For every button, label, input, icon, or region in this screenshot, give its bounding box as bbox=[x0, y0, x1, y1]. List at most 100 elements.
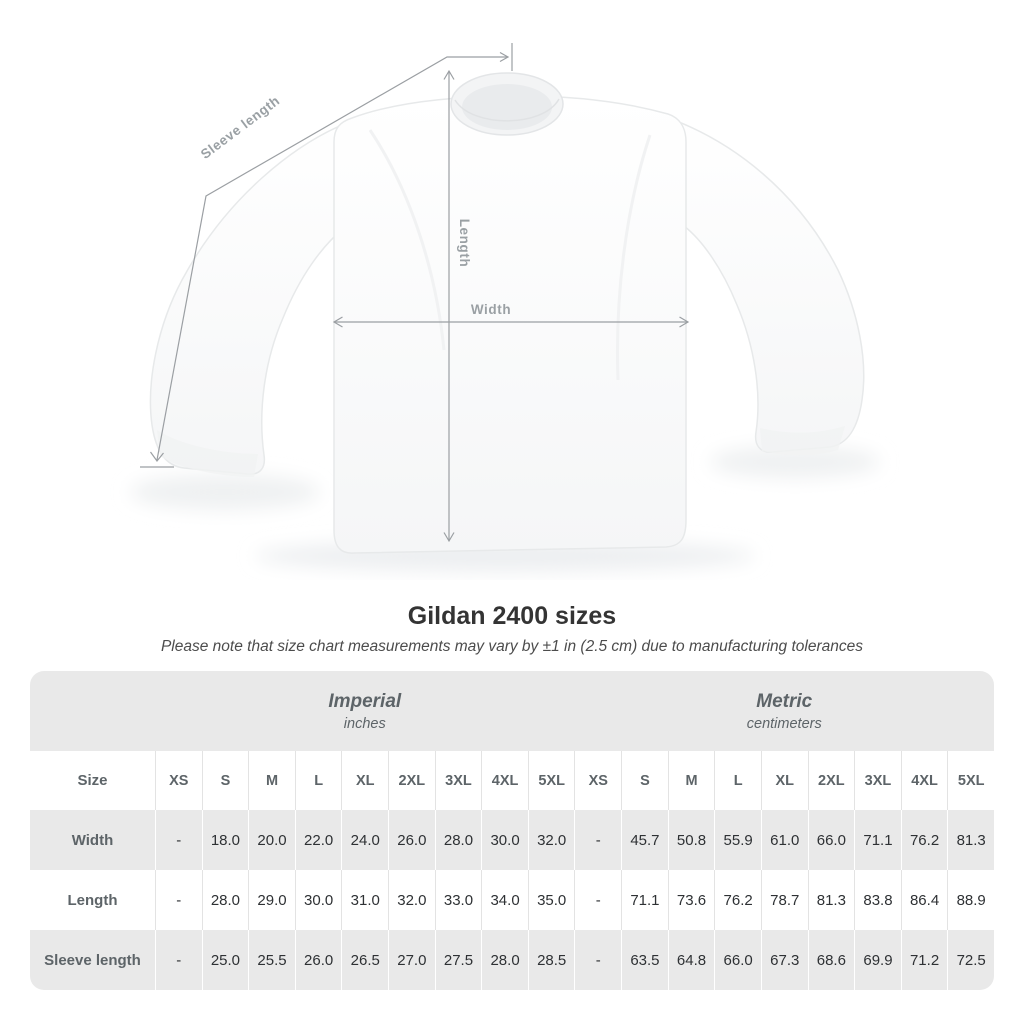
fold-line bbox=[368, 129, 446, 351]
width-annotation: Width bbox=[471, 302, 511, 317]
metric-value: - bbox=[574, 810, 621, 870]
imperial-value: 24.0 bbox=[341, 810, 388, 870]
size-col-header-metric: XL bbox=[760, 751, 808, 810]
imperial-value: 26.0 bbox=[294, 930, 342, 990]
right-sleeve bbox=[658, 113, 865, 453]
row-label: Length bbox=[67, 891, 118, 909]
page-title: Gildan 2400 sizes bbox=[407, 602, 617, 630]
metric-value: 83.8 bbox=[854, 870, 901, 930]
size-header-row: Size XS S M L XL 2XL 3XL 4XL 5XL XS S M L XL 2XL 3XL 4XL 5… bbox=[30, 751, 994, 810]
measurement-row-sleeve-length: Sleeve length -25.0 25.5 26.0 26.5 27.0 27.5 28… bbox=[30, 930, 994, 990]
unit-group-header-row: Imperial inches Metric centimeters bbox=[30, 671, 994, 751]
metric-value: 55.9 bbox=[714, 810, 761, 870]
metric-value: - bbox=[574, 930, 621, 990]
imperial-value: 33.0 bbox=[434, 870, 482, 930]
imperial-value: 28.5 bbox=[527, 930, 575, 990]
left-sleeve bbox=[149, 116, 362, 475]
metric-value: 63.5 bbox=[621, 930, 668, 990]
size-col-header-imperial: XL bbox=[341, 751, 388, 810]
metric-value: 78.7 bbox=[760, 870, 808, 930]
imperial-value: 28.0 bbox=[481, 930, 528, 990]
row-label: Width bbox=[71, 831, 114, 849]
right-cuff bbox=[760, 426, 845, 456]
imperial-value: 32.0 bbox=[527, 810, 575, 870]
metric-value: 68.6 bbox=[807, 930, 855, 990]
shirt-measurement-diagram: Sleeve length Length Width bbox=[130, 43, 880, 572]
size-col-header-imperial: S bbox=[201, 751, 249, 810]
metric-value: 45.7 bbox=[621, 810, 668, 870]
shirt-body bbox=[333, 95, 687, 554]
size-col-header-metric: 4XL bbox=[900, 751, 948, 810]
imperial-group-subtitle: inches bbox=[343, 715, 386, 732]
left-cuff bbox=[157, 430, 258, 477]
imperial-value: 35.0 bbox=[527, 870, 575, 930]
imperial-value: 28.0 bbox=[201, 870, 249, 930]
metric-value: 66.0 bbox=[714, 930, 761, 990]
imperial-value: 26.5 bbox=[341, 930, 388, 990]
sleeve-length-annotation: Sleeve length bbox=[198, 93, 283, 162]
imperial-value: - bbox=[155, 870, 202, 930]
metric-value: 67.3 bbox=[760, 930, 808, 990]
measurement-lines bbox=[140, 43, 690, 543]
measurement-row-length: Length -28.0 29.0 30.0 31.0 32.0 33.0 34.0 35.0-… bbox=[30, 870, 994, 930]
metric-value: 61.0 bbox=[760, 810, 808, 870]
size-col-header-imperial: M bbox=[248, 751, 295, 810]
metric-value: 81.3 bbox=[807, 870, 855, 930]
imperial-value: 22.0 bbox=[294, 810, 342, 870]
imperial-value: - bbox=[155, 810, 202, 870]
imperial-value: 31.0 bbox=[341, 870, 388, 930]
unit-group-corner bbox=[30, 671, 155, 751]
metric-value: 88.9 bbox=[947, 870, 994, 930]
metric-value: 71.1 bbox=[621, 870, 668, 930]
size-col-header-metric: M bbox=[667, 751, 715, 810]
unit-group-metric: Metric centimeters bbox=[575, 671, 995, 751]
imperial-value: 25.5 bbox=[248, 930, 295, 990]
collar-opening bbox=[462, 84, 552, 130]
size-col-header-imperial: L bbox=[294, 751, 342, 810]
metric-value: 71.2 bbox=[900, 930, 948, 990]
metric-group-subtitle: centimeters bbox=[746, 715, 822, 732]
collar-stitch bbox=[454, 98, 560, 122]
imperial-value: 20.0 bbox=[248, 810, 295, 870]
metric-value: 72.5 bbox=[947, 930, 994, 990]
size-col-header-imperial: 2XL bbox=[388, 751, 435, 810]
fold-line bbox=[615, 134, 652, 381]
long-sleeve-shirt-illustration: Sleeve length Length Width bbox=[130, 43, 880, 572]
imperial-value: 27.0 bbox=[388, 930, 435, 990]
size-col-header-imperial: XS bbox=[155, 751, 202, 810]
size-col-header-imperial: 3XL bbox=[434, 751, 482, 810]
size-col-header-metric: 5XL bbox=[947, 751, 994, 810]
imperial-value: 26.0 bbox=[388, 810, 435, 870]
imperial-value: 25.0 bbox=[201, 930, 249, 990]
size-table: Imperial inches Metric centimeters Size X… bbox=[30, 671, 994, 990]
metric-value: 73.6 bbox=[667, 870, 715, 930]
metric-group-title: Metric bbox=[756, 690, 813, 712]
size-col-header-metric: S bbox=[621, 751, 668, 810]
metric-value: 76.2 bbox=[714, 870, 761, 930]
size-column-header: Size bbox=[77, 772, 108, 789]
size-col-header-imperial: 5XL bbox=[527, 751, 575, 810]
measurement-row-width: Width -18.0 20.0 22.0 24.0 26.0 28.0 30.0 32.0-4… bbox=[30, 810, 994, 870]
metric-value: 71.1 bbox=[854, 810, 901, 870]
imperial-value: 29.0 bbox=[248, 870, 295, 930]
size-col-header-metric: L bbox=[714, 751, 761, 810]
metric-value: 81.3 bbox=[947, 810, 994, 870]
imperial-value: 28.0 bbox=[434, 810, 482, 870]
metric-value: 86.4 bbox=[900, 870, 948, 930]
size-col-header-metric: 2XL bbox=[807, 751, 855, 810]
unit-group-imperial: Imperial inches bbox=[155, 671, 575, 751]
size-col-header-imperial: 4XL bbox=[481, 751, 528, 810]
metric-value: 50.8 bbox=[667, 810, 715, 870]
imperial-value: 27.5 bbox=[434, 930, 482, 990]
imperial-value: 32.0 bbox=[388, 870, 435, 930]
metric-value: 64.8 bbox=[667, 930, 715, 990]
metric-value: 76.2 bbox=[900, 810, 948, 870]
right-sleeve-shadow bbox=[710, 446, 880, 478]
metric-value: 69.9 bbox=[854, 930, 901, 990]
imperial-value: 18.0 bbox=[201, 810, 249, 870]
row-label: Sleeve length bbox=[44, 951, 141, 969]
size-col-header-metric: 3XL bbox=[854, 751, 901, 810]
left-sleeve-shadow bbox=[130, 474, 320, 510]
tolerance-note: Please note that size chart measurements… bbox=[160, 638, 864, 655]
